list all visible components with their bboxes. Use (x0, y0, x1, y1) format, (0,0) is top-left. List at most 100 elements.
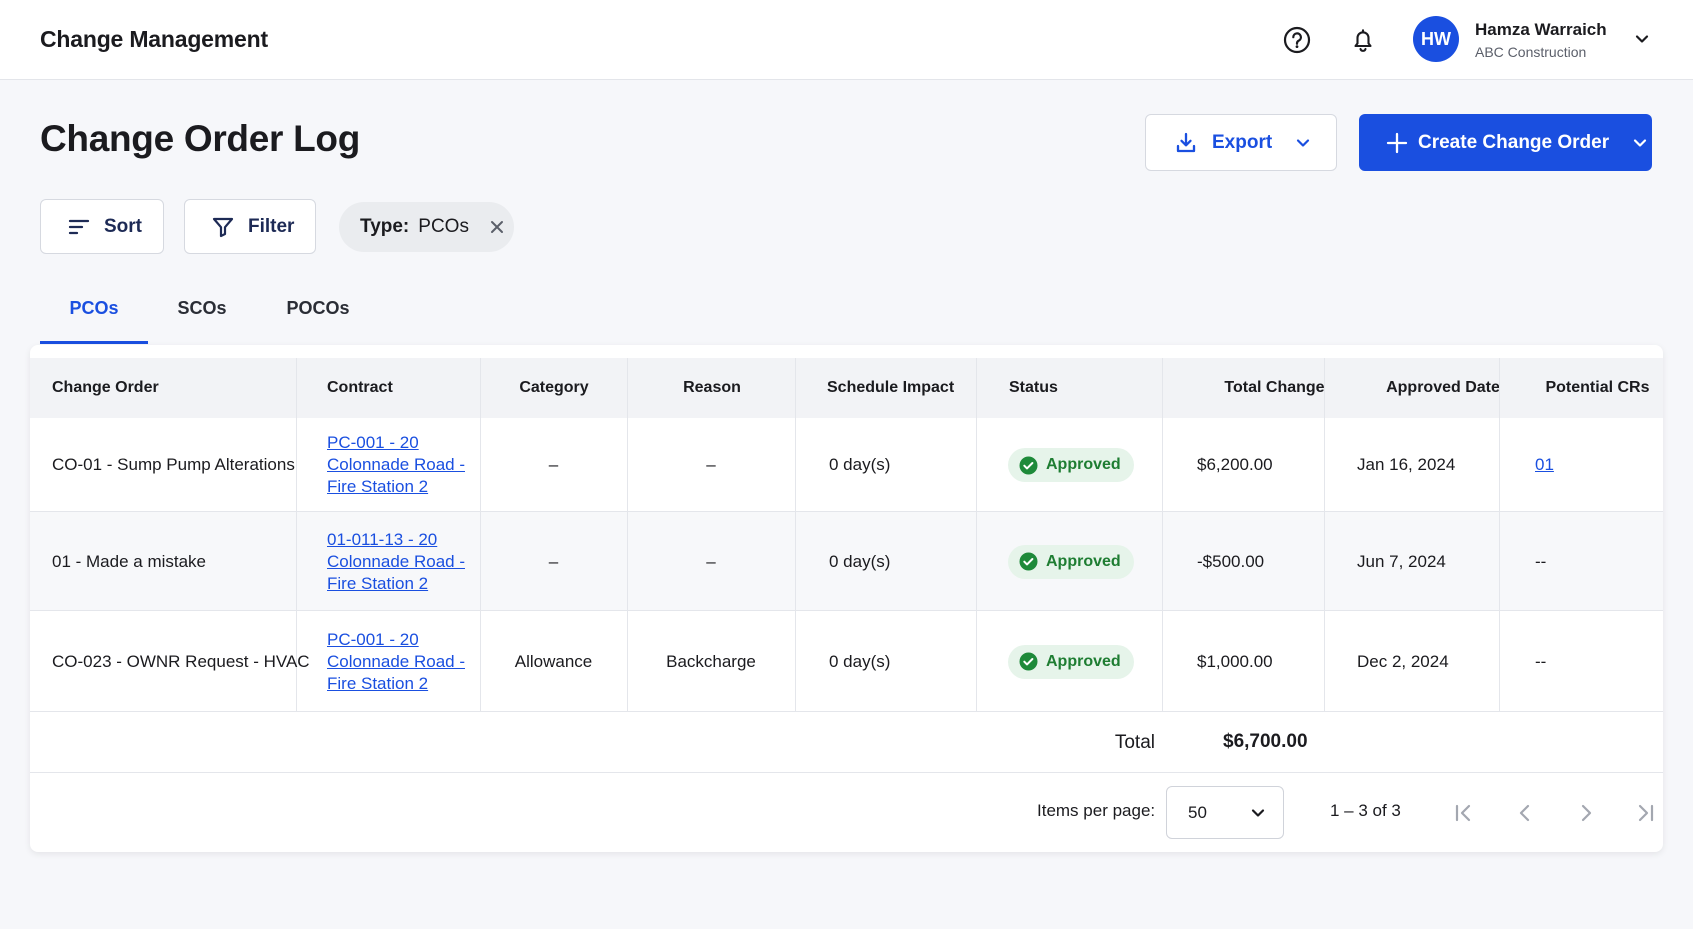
column-divider (795, 358, 796, 712)
sort-icon (67, 215, 91, 239)
tab-scos[interactable]: SCOs (177, 298, 227, 318)
page-title: Change Order Log (40, 118, 360, 159)
help-icon[interactable] (1277, 20, 1317, 60)
row-divider (30, 511, 1663, 512)
status-label: Approved (1046, 456, 1121, 473)
status-cell: Approved (1008, 611, 1134, 712)
contract-link-line[interactable]: 01-011-13 - 20 (327, 529, 438, 549)
approved-date-cell: Jan 16, 2024 (1357, 455, 1456, 474)
row-divider (30, 772, 1663, 773)
tab-pcos[interactable]: PCOs (69, 298, 119, 318)
change-order-cell: CO-01 - Sump Pump Alterations (52, 455, 295, 474)
category-cell: – (548, 455, 559, 474)
potential-cr-link[interactable]: 01 (1535, 455, 1554, 474)
column-header[interactable]: Status (1009, 379, 1058, 396)
status-label: Approved (1046, 552, 1121, 570)
type-filter-chip: Type: PCOs (339, 202, 514, 252)
tab-pocos[interactable]: POCOs (286, 298, 350, 318)
user-menu-chevron-icon[interactable] (1627, 24, 1657, 54)
pagination-range: 1 – 3 of 3 (1330, 801, 1401, 820)
top-bar: Change Management HW Hamza Warraich ABC … (0, 0, 1693, 80)
total-value: $6,700.00 (1223, 731, 1308, 752)
change-order-cell: 01 - Made a mistake (52, 551, 207, 571)
schedule-impact-cell: 0 day(s) (829, 551, 891, 571)
total-change-cell: -$500.00 (1197, 551, 1265, 571)
sort-button[interactable]: Sort (40, 199, 164, 254)
schedule-impact-cell: 0 day(s) (829, 651, 891, 671)
filter-icon (211, 215, 235, 239)
row-divider (30, 610, 1663, 611)
total-change-cell: $6,200.00 (1197, 455, 1273, 474)
export-button[interactable]: Export (1145, 114, 1337, 171)
potential-crs-cell: -- (1535, 551, 1547, 571)
items-per-page-value: 50 (1188, 802, 1207, 822)
column-header[interactable]: Potential CRs (1545, 379, 1650, 396)
column-header[interactable]: Reason (683, 379, 741, 396)
sort-label: Sort (104, 215, 142, 237)
column-header[interactable]: Change Order (52, 379, 159, 396)
category-cell: Allowance (514, 651, 593, 671)
contract-link-line[interactable]: Fire Station 2 (327, 573, 429, 593)
avatar[interactable]: HW (1413, 16, 1459, 62)
change-order-table: Change Order Contract Category Reason Sc… (30, 345, 1663, 852)
column-divider (480, 358, 481, 712)
status-badge: Approved (1008, 644, 1134, 679)
download-icon (1174, 131, 1198, 155)
contract-link[interactable]: PC-001 - 20 Colonnade Road - Fire Statio… (327, 418, 465, 512)
contract-link[interactable]: 01-011-13 - 20 Colonnade Road - Fire Sta… (327, 512, 465, 611)
table-header-row: Change Order Contract Category Reason Sc… (30, 358, 1663, 418)
contract-link-line[interactable]: Colonnade Road - (327, 455, 465, 474)
user-organization: ABC Construction (1475, 44, 1587, 60)
first-page-icon[interactable] (1445, 794, 1483, 832)
contract-link-line[interactable]: PC-001 - 20 (327, 433, 419, 452)
create-change-order-label: Create Change Order (1418, 131, 1610, 153)
contract-link-line[interactable]: Colonnade Road - (327, 651, 465, 671)
filter-button[interactable]: Filter (184, 199, 316, 254)
contract-link-line[interactable]: Fire Station 2 (327, 477, 429, 496)
approved-date-cell: Jun 7, 2024 (1357, 551, 1446, 571)
plus-icon (1386, 132, 1408, 154)
create-change-order-button[interactable]: Create Change Order (1359, 114, 1652, 171)
contract-link[interactable]: PC-001 - 20 Colonnade Road - Fire Statio… (327, 611, 465, 712)
bell-icon[interactable] (1343, 20, 1383, 60)
column-header[interactable]: Total Change (1224, 379, 1325, 396)
contract-link-line[interactable]: Colonnade Road - (327, 551, 465, 571)
last-page-icon[interactable] (1626, 794, 1663, 832)
status-label: Approved (1046, 652, 1121, 670)
chip-value: PCOs (418, 216, 469, 237)
check-circle-icon (1019, 456, 1038, 475)
column-divider (1324, 358, 1325, 712)
previous-page-icon[interactable] (1506, 794, 1544, 832)
potential-crs-cell: 01 (1535, 418, 1554, 512)
row-divider (30, 711, 1663, 712)
contract-link-line[interactable]: Fire Station 2 (327, 673, 429, 693)
change-order-cell: CO-023 - OWNR Request - HVAC (52, 651, 310, 671)
column-divider (296, 358, 297, 712)
status-cell: Approved (1008, 418, 1134, 512)
user-name: Hamza Warraich (1475, 20, 1607, 39)
items-per-page-select[interactable]: 50 (1166, 786, 1284, 839)
total-change-cell: $1,000.00 (1197, 651, 1273, 671)
column-header[interactable]: Contract (327, 379, 393, 396)
column-header[interactable]: Category (519, 379, 589, 396)
close-icon[interactable] (489, 219, 505, 235)
active-tab-indicator (40, 341, 148, 344)
column-header[interactable]: Approved Date (1386, 379, 1500, 396)
next-page-icon[interactable] (1567, 794, 1605, 832)
total-label: Total (1114, 732, 1155, 753)
chip-key: Type: (360, 216, 410, 237)
category-cell: – (548, 551, 559, 571)
check-circle-icon (1019, 652, 1038, 671)
reason-cell: – (706, 455, 716, 474)
status-cell: Approved (1008, 512, 1134, 611)
items-per-page-label: Items per page: (1037, 801, 1156, 820)
export-label: Export (1212, 131, 1273, 153)
status-badge: Approved (1008, 448, 1134, 482)
table-row-background (30, 418, 1663, 512)
table-row-background (30, 611, 1663, 712)
column-header[interactable]: Schedule Impact (827, 379, 955, 396)
chevron-down-icon (1249, 804, 1267, 822)
contract-link-line[interactable]: PC-001 - 20 (327, 629, 419, 649)
schedule-impact-cell: 0 day(s) (829, 455, 891, 474)
status-badge: Approved (1008, 544, 1134, 579)
